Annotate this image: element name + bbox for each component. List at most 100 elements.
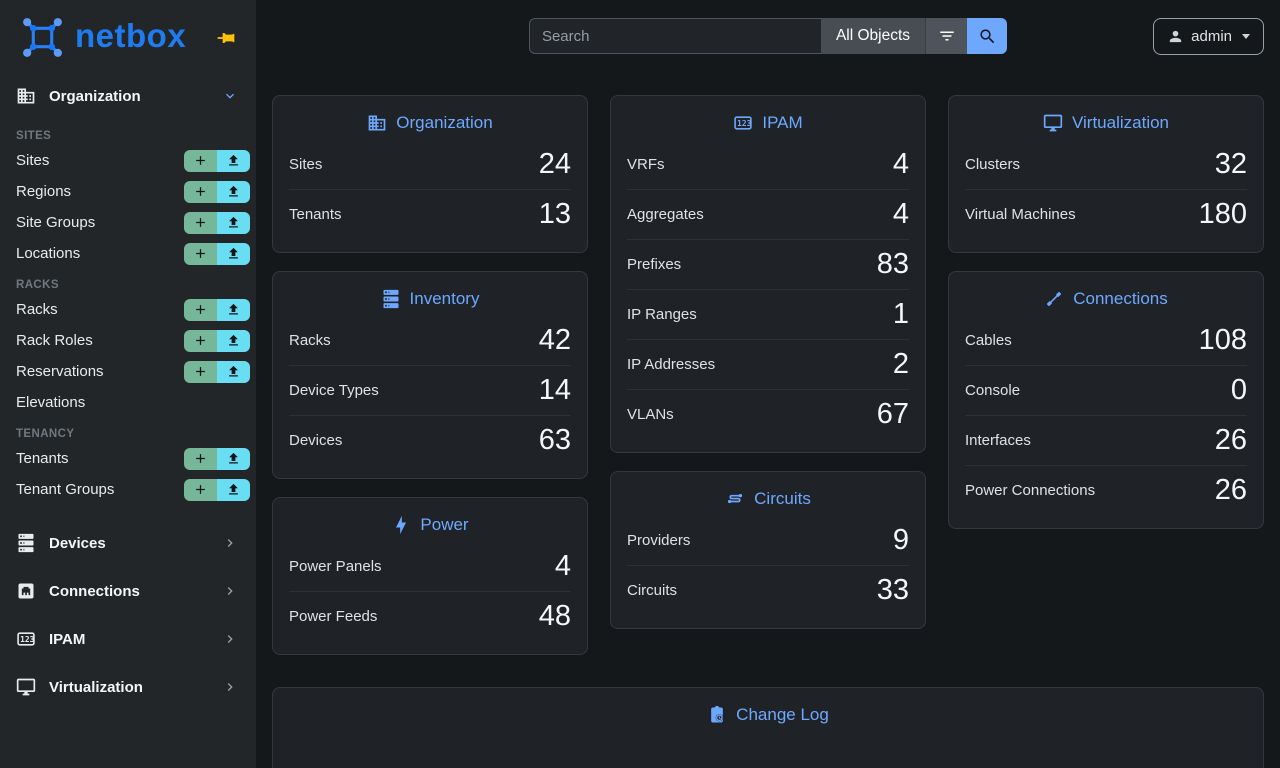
card-title-virtualization[interactable]: Virtualization bbox=[965, 96, 1247, 140]
stat-label[interactable]: Console bbox=[965, 382, 1021, 399]
stat-value[interactable]: 83 bbox=[876, 248, 909, 280]
stat-value[interactable]: 108 bbox=[1198, 324, 1247, 356]
stat-value[interactable]: 33 bbox=[876, 574, 909, 606]
quick-actions bbox=[184, 211, 250, 234]
sidebar-item-organization[interactable]: Organization bbox=[0, 72, 256, 120]
card-title-power[interactable]: Power bbox=[289, 498, 571, 542]
stat-label[interactable]: IP Ranges bbox=[627, 306, 697, 323]
stat-label[interactable]: VLANs bbox=[627, 406, 674, 423]
card-title-organization[interactable]: Organization bbox=[289, 96, 571, 140]
stat-value[interactable]: 4 bbox=[554, 550, 571, 582]
stat-label[interactable]: Prefixes bbox=[627, 256, 682, 273]
filter-button[interactable] bbox=[925, 18, 968, 54]
import-button[interactable] bbox=[217, 360, 250, 383]
sidebar-link[interactable]: Reservations bbox=[16, 363, 104, 380]
plus-icon bbox=[193, 451, 208, 466]
sidebar-link[interactable]: Regions bbox=[16, 183, 72, 200]
stat-label[interactable]: Devices bbox=[289, 432, 343, 449]
sidebar-item-virtualization[interactable]: Virtualization bbox=[0, 663, 256, 711]
sidebar-link[interactable]: Locations bbox=[16, 245, 81, 262]
sidebar-link[interactable]: Rack Roles bbox=[16, 332, 93, 349]
card-title-circuits[interactable]: Circuits bbox=[627, 472, 909, 516]
upload-icon bbox=[226, 333, 241, 348]
user-menu-button[interactable]: admin bbox=[1153, 18, 1264, 55]
stat-row: Device Types 14 bbox=[289, 365, 571, 415]
search-scope-select[interactable]: All Objects bbox=[820, 18, 926, 54]
add-button[interactable] bbox=[184, 478, 217, 501]
add-button[interactable] bbox=[184, 329, 217, 352]
stat-value[interactable]: 180 bbox=[1198, 198, 1247, 230]
chevron-right-icon bbox=[222, 679, 238, 695]
stat-label[interactable]: Circuits bbox=[627, 582, 678, 599]
search-button[interactable] bbox=[967, 18, 1008, 54]
stat-value[interactable]: 4 bbox=[892, 198, 909, 230]
import-button[interactable] bbox=[217, 447, 250, 470]
card-title-connections[interactable]: Connections bbox=[965, 272, 1247, 316]
sidebar-item-connections[interactable]: Connections bbox=[0, 567, 256, 615]
stat-label[interactable]: Aggregates bbox=[627, 206, 704, 223]
stat-value[interactable]: 67 bbox=[876, 398, 909, 430]
add-button[interactable] bbox=[184, 447, 217, 470]
stat-value[interactable]: 48 bbox=[538, 600, 571, 632]
stat-label[interactable]: Power Panels bbox=[289, 558, 382, 575]
netbox-logo-icon[interactable] bbox=[20, 15, 65, 60]
stat-label[interactable]: Power Connections bbox=[965, 482, 1096, 499]
stat-value[interactable]: 42 bbox=[538, 324, 571, 356]
stat-value[interactable]: 2 bbox=[892, 348, 909, 380]
search-input[interactable] bbox=[528, 18, 821, 54]
stat-value[interactable]: 32 bbox=[1214, 148, 1247, 180]
stat-value[interactable]: 26 bbox=[1214, 424, 1247, 456]
sidebar-link[interactable]: Tenant Groups bbox=[16, 481, 115, 498]
sidebar-item-label: IPAM bbox=[49, 630, 86, 648]
stat-label[interactable]: Racks bbox=[289, 332, 331, 349]
brand-name[interactable]: netbox bbox=[75, 16, 187, 54]
sidebar-item-ipam[interactable]: IPAM bbox=[0, 615, 256, 663]
sidebar-link[interactable]: Sites bbox=[16, 152, 50, 169]
add-button[interactable] bbox=[184, 298, 217, 321]
stat-label[interactable]: Clusters bbox=[965, 156, 1021, 173]
sidebar-item-elevations: Elevations bbox=[0, 387, 256, 418]
card-title-inventory[interactable]: Inventory bbox=[289, 272, 571, 316]
stat-value[interactable]: 24 bbox=[538, 148, 571, 180]
stat-label[interactable]: Virtual Machines bbox=[965, 206, 1076, 223]
card-title-changelog[interactable]: Change Log bbox=[289, 688, 1247, 732]
import-button[interactable] bbox=[217, 329, 250, 352]
stat-value[interactable]: 63 bbox=[538, 424, 571, 456]
quick-actions bbox=[184, 242, 250, 265]
stat-label[interactable]: Providers bbox=[627, 532, 691, 549]
add-button[interactable] bbox=[184, 360, 217, 383]
stat-label[interactable]: Sites bbox=[289, 156, 323, 173]
stat-value[interactable]: 9 bbox=[892, 524, 909, 556]
add-button[interactable] bbox=[184, 242, 217, 265]
stat-label[interactable]: Cables bbox=[965, 332, 1012, 349]
stat-label[interactable]: Power Feeds bbox=[289, 608, 378, 625]
sidebar-item-devices[interactable]: Devices bbox=[0, 519, 256, 567]
add-button[interactable] bbox=[184, 149, 217, 172]
stat-label[interactable]: VRFs bbox=[627, 156, 665, 173]
stat-value[interactable]: 26 bbox=[1214, 474, 1247, 506]
stat-label[interactable]: Device Types bbox=[289, 382, 379, 399]
nav-group-title: TENANCY bbox=[16, 428, 75, 440]
stat-value[interactable]: 13 bbox=[538, 198, 571, 230]
stat-label[interactable]: Interfaces bbox=[965, 432, 1031, 449]
stat-value[interactable]: 4 bbox=[892, 148, 909, 180]
stat-value[interactable]: 0 bbox=[1230, 374, 1247, 406]
stat-label[interactable]: IP Addresses bbox=[627, 356, 716, 373]
import-button[interactable] bbox=[217, 211, 250, 234]
stat-value[interactable]: 1 bbox=[892, 298, 909, 330]
import-button[interactable] bbox=[217, 149, 250, 172]
import-button[interactable] bbox=[217, 180, 250, 203]
add-button[interactable] bbox=[184, 180, 217, 203]
stat-value[interactable]: 14 bbox=[538, 374, 571, 406]
sidebar-link[interactable]: Elevations bbox=[16, 394, 86, 411]
import-button[interactable] bbox=[217, 242, 250, 265]
sidebar-link[interactable]: Tenants bbox=[16, 450, 69, 467]
import-button[interactable] bbox=[217, 298, 250, 321]
sidebar-link[interactable]: Site Groups bbox=[16, 214, 96, 231]
add-button[interactable] bbox=[184, 211, 217, 234]
card-title-ipam[interactable]: IPAM bbox=[627, 96, 909, 140]
sidebar-pin-button[interactable] bbox=[216, 28, 236, 48]
import-button[interactable] bbox=[217, 478, 250, 501]
sidebar-link[interactable]: Racks bbox=[16, 301, 58, 318]
stat-label[interactable]: Tenants bbox=[289, 206, 342, 223]
